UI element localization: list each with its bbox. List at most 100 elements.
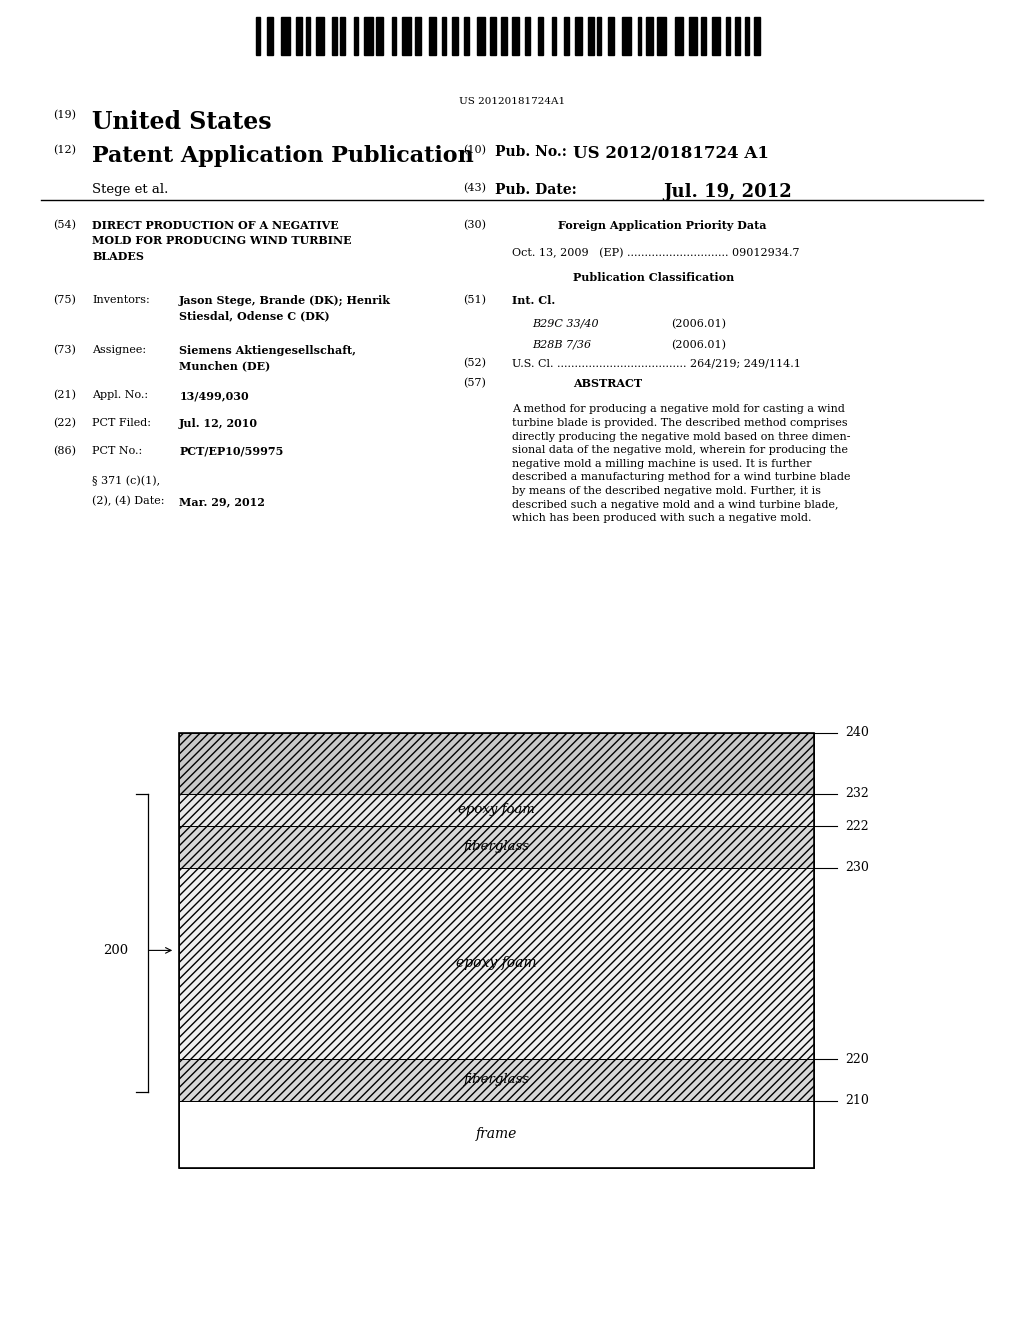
Bar [179, 1101, 814, 1168]
Text: Patent Application Publication: Patent Application Publication [92, 145, 474, 168]
Text: US 2012/0181724 A1: US 2012/0181724 A1 [573, 145, 769, 162]
Bar [464, 17, 469, 55]
Text: 210: 210 [845, 1094, 868, 1107]
Text: (52): (52) [463, 358, 485, 368]
Bar [755, 17, 760, 55]
Text: (57): (57) [463, 378, 485, 388]
Text: (19): (19) [53, 110, 76, 120]
Bar [340, 17, 345, 55]
Bar [712, 17, 720, 55]
Bar [296, 17, 302, 55]
Text: Int. Cl.: Int. Cl. [512, 294, 555, 306]
Bar [442, 17, 446, 55]
Bar [589, 17, 594, 55]
Text: Siemens Aktiengesellschaft,
Munchen (DE): Siemens Aktiengesellschaft, Munchen (DE) [179, 345, 356, 371]
Bar [376, 17, 383, 55]
Bar [354, 17, 358, 55]
Text: § 371 (c)(1),: § 371 (c)(1), [92, 477, 161, 486]
Text: US 20120181724A1: US 20120181724A1 [459, 96, 565, 106]
Text: Inventors:: Inventors: [92, 294, 150, 305]
Text: 240: 240 [845, 726, 868, 739]
Text: Mar. 29, 2012: Mar. 29, 2012 [179, 496, 265, 507]
Bar [391, 17, 396, 55]
Text: B28B 7/36: B28B 7/36 [532, 339, 592, 350]
Bar [489, 17, 497, 55]
Text: 230: 230 [845, 861, 868, 874]
Bar [675, 17, 683, 55]
Bar [402, 17, 411, 55]
Bar [726, 17, 730, 55]
Bar [179, 733, 814, 1168]
Text: Assignee:: Assignee: [92, 345, 146, 355]
Text: Pub. No.:: Pub. No.: [495, 145, 566, 158]
Text: Jul. 12, 2010: Jul. 12, 2010 [179, 418, 258, 429]
Bar [316, 17, 324, 55]
Text: A method for producing a negative mold for casting a wind
turbine blade is provi: A method for producing a negative mold f… [512, 404, 851, 523]
Bar [538, 17, 544, 55]
Text: PCT No.:: PCT No.: [92, 446, 142, 455]
Bar [597, 17, 601, 55]
Text: (12): (12) [53, 145, 76, 156]
Bar [524, 17, 530, 55]
Text: (10): (10) [463, 145, 485, 156]
Bar [552, 17, 556, 55]
Text: 222: 222 [845, 820, 868, 833]
Bar [646, 17, 652, 55]
Bar [179, 1059, 814, 1101]
Bar [365, 17, 373, 55]
Text: (30): (30) [463, 220, 485, 230]
Text: 13/499,030: 13/499,030 [179, 389, 249, 401]
Text: (21): (21) [53, 389, 76, 400]
Bar [689, 17, 697, 55]
Bar [512, 17, 519, 55]
Text: fiberglass: fiberglass [464, 841, 529, 854]
Text: Foreign Application Priority Data: Foreign Application Priority Data [558, 220, 767, 231]
Bar [608, 17, 614, 55]
Text: PCT Filed:: PCT Filed: [92, 418, 152, 428]
Text: ABSTRACT: ABSTRACT [573, 378, 643, 389]
Bar [179, 867, 814, 1059]
Text: (75): (75) [53, 294, 76, 305]
Bar [267, 17, 273, 55]
Text: Oct. 13, 2009   (EP) ............................. 09012934.7: Oct. 13, 2009 (EP) .....................… [512, 248, 800, 259]
Bar [179, 733, 814, 793]
Bar [179, 793, 814, 826]
Text: (86): (86) [53, 446, 76, 457]
Text: Pub. Date:: Pub. Date: [495, 183, 577, 197]
Text: (73): (73) [53, 345, 76, 355]
Bar [735, 17, 740, 55]
Text: Stege et al.: Stege et al. [92, 183, 169, 195]
Bar [564, 17, 569, 55]
Bar [256, 17, 259, 55]
Text: 220: 220 [845, 1053, 868, 1065]
Bar [657, 17, 667, 55]
Bar [453, 17, 458, 55]
Bar [305, 17, 310, 55]
Text: Jason Stege, Brande (DK); Henrik
Stiesdal, Odense C (DK): Jason Stege, Brande (DK); Henrik Stiesda… [179, 294, 391, 322]
Text: (2), (4) Date:: (2), (4) Date: [92, 496, 165, 507]
Text: 200: 200 [102, 944, 128, 957]
Text: U.S. Cl. ..................................... 264/219; 249/114.1: U.S. Cl. ...............................… [512, 358, 801, 368]
Text: frame: frame [476, 1127, 517, 1142]
Text: (2006.01): (2006.01) [671, 318, 726, 329]
Bar [179, 826, 814, 867]
Bar [701, 17, 707, 55]
Bar [622, 17, 631, 55]
Bar [415, 17, 421, 55]
Text: (22): (22) [53, 418, 76, 428]
Bar [332, 17, 337, 55]
Text: 232: 232 [845, 787, 868, 800]
Bar [638, 17, 641, 55]
Bar [744, 17, 749, 55]
Text: fiberglass: fiberglass [464, 1073, 529, 1086]
Text: PCT/EP10/59975: PCT/EP10/59975 [179, 446, 284, 457]
Text: Publication Classification: Publication Classification [573, 272, 734, 282]
Text: epoxy foam: epoxy foam [458, 804, 536, 816]
Text: (43): (43) [463, 183, 485, 193]
Bar [501, 17, 507, 55]
Text: (2006.01): (2006.01) [671, 339, 726, 350]
Text: B29C 33/40: B29C 33/40 [532, 318, 599, 329]
Bar [477, 17, 485, 55]
Text: epoxy foam: epoxy foam [457, 957, 537, 970]
Bar [429, 17, 436, 55]
